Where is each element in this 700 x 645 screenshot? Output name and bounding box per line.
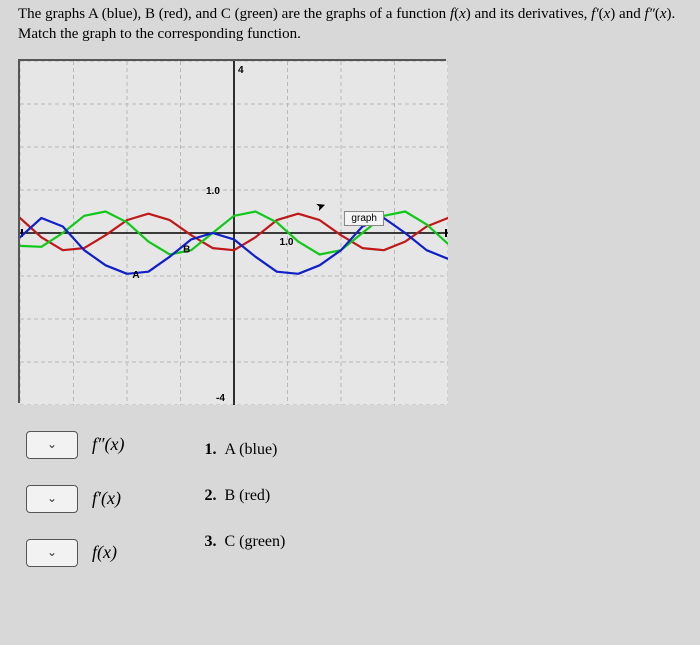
label-f-double-prime: f″(x) <box>92 434 125 455</box>
svg-text:4: 4 <box>238 65 244 76</box>
answer-num: 1. <box>205 441 217 458</box>
svg-text:-4: -4 <box>216 393 225 404</box>
label-f-prime: f′(x) <box>92 488 121 509</box>
select-column: ⌄ f″(x) ⌄ f′(x) ⌄ f(x) <box>26 431 125 578</box>
svg-text:B: B <box>183 244 190 255</box>
answer-text: B (red) <box>225 487 271 504</box>
answer-text: A (blue) <box>225 441 278 458</box>
answer-option: 1. A (blue) <box>205 439 286 461</box>
label-f: f(x) <box>92 542 117 563</box>
svg-text:A: A <box>132 270 139 281</box>
chevron-down-icon: ⌄ <box>47 437 57 452</box>
answer-text: C (green) <box>225 533 286 550</box>
chart-container: 41.01.0-4AB ➤ graph <box>18 59 446 403</box>
svg-text:1.0: 1.0 <box>206 186 220 197</box>
dropdown-f-double-prime[interactable]: ⌄ <box>26 431 78 459</box>
chevron-down-icon: ⌄ <box>47 491 57 506</box>
svg-text:1.0: 1.0 <box>280 237 294 248</box>
answer-option: 3. C (green) <box>205 531 286 553</box>
graph-button[interactable]: graph <box>344 211 384 226</box>
dropdown-f[interactable]: ⌄ <box>26 539 78 567</box>
question-prompt: The graphs A (blue), B (red), and C (gre… <box>18 4 682 45</box>
answer-option: 2. B (red) <box>205 485 286 507</box>
answer-column: 1. A (blue) 2. B (red) 3. C (green) <box>205 431 286 578</box>
answer-num: 3. <box>205 533 217 550</box>
match-row: ⌄ f(x) <box>26 539 125 567</box>
match-row: ⌄ f′(x) <box>26 485 125 513</box>
dropdown-f-prime[interactable]: ⌄ <box>26 485 78 513</box>
answer-num: 2. <box>205 487 217 504</box>
match-row: ⌄ f″(x) <box>26 431 125 459</box>
derivative-chart: 4 1.0 1.0 -4 A B <box>20 61 448 405</box>
chevron-down-icon: ⌄ <box>47 545 57 560</box>
